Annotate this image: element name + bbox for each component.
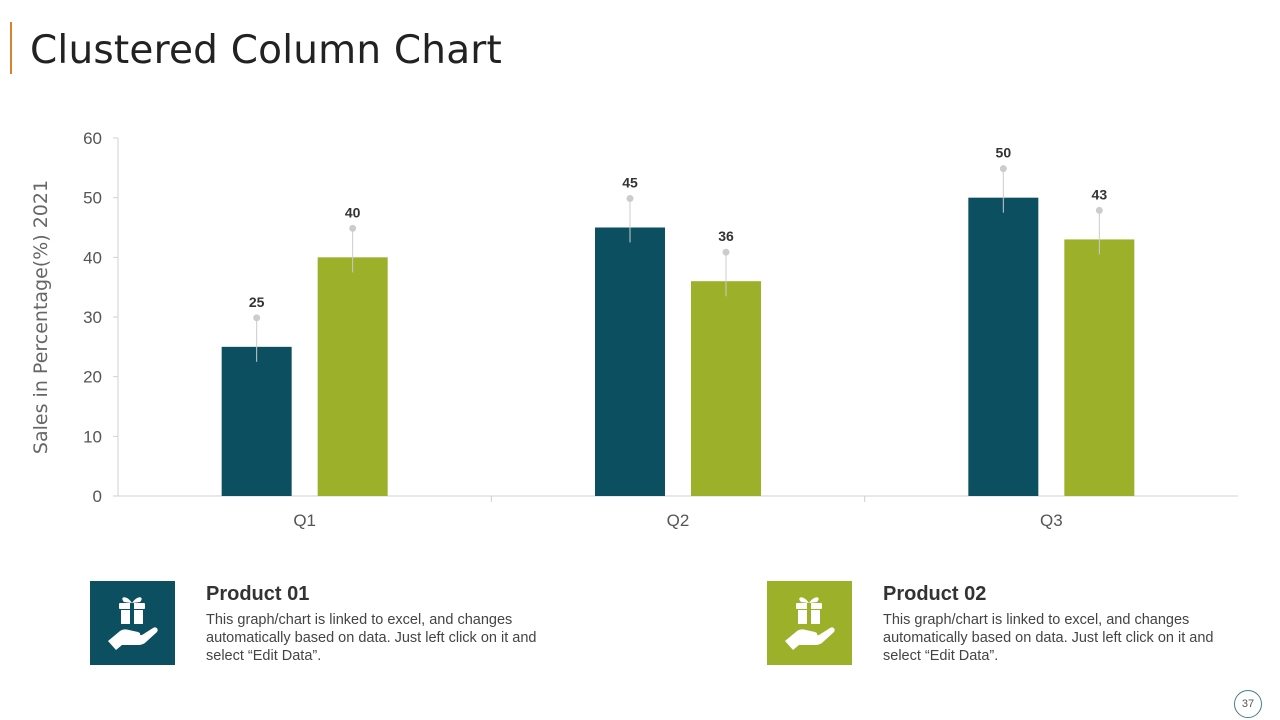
label-leader-dot (722, 248, 730, 256)
data-label: 25 (249, 294, 265, 310)
bar-series2-q3 (1064, 239, 1135, 496)
bar-series1-q3 (968, 197, 1039, 496)
slide-title: Clustered Column Chart (30, 28, 503, 73)
y-tick-label: 30 (83, 308, 102, 327)
label-leader-dot (999, 165, 1007, 173)
x-tick-label: Q2 (667, 511, 690, 530)
product-02-icon-box (767, 581, 852, 665)
bar-series2-q2 (691, 281, 761, 496)
label-leader-dot (253, 314, 261, 322)
product-02-description: This graph/chart is linked to excel, and… (883, 612, 1214, 664)
x-tick-label: Q1 (293, 511, 316, 530)
data-label: 36 (718, 228, 734, 244)
data-label: 40 (345, 204, 361, 220)
y-tick-label: 0 (93, 487, 102, 506)
bar-series1-q2 (595, 227, 665, 496)
product-01-title: Product 01 (206, 583, 310, 605)
product-01-description: This graph/chart is linked to excel, and… (206, 612, 537, 664)
product-01-icon-box (90, 581, 175, 665)
x-tick-label: Q3 (1040, 511, 1063, 530)
y-axis-label: Sales in Percentage(%) 2021 (30, 180, 52, 454)
y-tick-label: 50 (83, 189, 102, 208)
data-label: 45 (622, 175, 638, 191)
gift-hand-icon (90, 581, 175, 665)
y-tick-label: 40 (83, 248, 102, 267)
data-label: 43 (1092, 186, 1108, 202)
label-leader-dot (626, 195, 634, 202)
bar-series1-q1 (221, 346, 292, 496)
clustered-column-chart: 0 10 20 30 40 50 60 Sales in Percentage(%) 2021… (30, 129, 1238, 530)
label-leader-dot (1095, 206, 1103, 214)
page-number-badge: 37 (1234, 690, 1262, 718)
y-tick-label: 20 (83, 368, 102, 387)
product-02-title: Product 02 (883, 583, 987, 605)
title-accent-bar (10, 22, 12, 74)
data-label: 50 (996, 145, 1012, 161)
y-tick-label: 60 (83, 129, 102, 148)
y-tick-label: 10 (83, 427, 102, 446)
gift-hand-icon (767, 581, 852, 665)
label-leader-dot (349, 224, 357, 232)
bar-series2-q1 (317, 257, 388, 496)
